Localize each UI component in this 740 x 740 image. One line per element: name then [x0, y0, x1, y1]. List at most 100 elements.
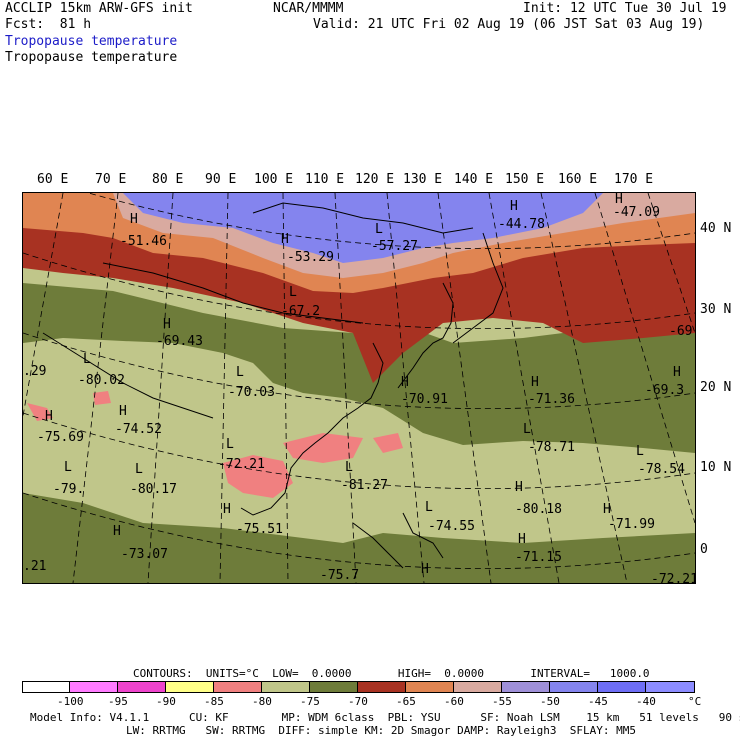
extrema-symbol: H	[673, 365, 681, 380]
center-name: NCAR/MMMM	[273, 1, 344, 16]
pressure-extrema-labels: H -51.46 H -53.29 L -57.27 H -44.78 H -4…	[23, 192, 698, 587]
band-minus80-patch	[223, 455, 293, 498]
contours-info: CONTOURS: UNITS=°C LOW= 0.0000 HIGH= 0.0…	[133, 667, 650, 680]
extrema-value: -51.46	[120, 234, 167, 249]
extrema-symbol: H	[119, 404, 127, 419]
extrema-symbol: H	[603, 502, 611, 517]
colorbar-swatch	[357, 681, 406, 693]
extrema-value: -69.3	[645, 383, 684, 398]
colorbar-swatch	[261, 681, 310, 693]
field-title-secondary: Tropopause temperature	[5, 50, 178, 65]
colorbar-label: -95	[108, 695, 128, 708]
extrema-symbol: H	[163, 317, 171, 332]
extrema-symbol: L	[523, 422, 531, 437]
colorbar-swatch	[309, 681, 358, 693]
colorbar-swatch	[213, 681, 262, 693]
valid-time: Valid: 21 UTC Fri 02 Aug 19 (06 JST Sat …	[313, 17, 705, 32]
map-canvas: H -51.46 H -53.29 L -57.27 H -44.78 H -4…	[0, 172, 698, 587]
band-minus80-patch	[283, 433, 363, 463]
extrema-symbol: H	[615, 193, 623, 207]
extrema-value: -44.78	[498, 217, 545, 232]
extrema-symbol: L	[345, 460, 353, 475]
colorbar-label: -100	[57, 695, 84, 708]
colorbar-swatch	[165, 681, 214, 693]
extrema-value: -70.03	[228, 385, 275, 400]
extrema-symbol: H	[113, 524, 121, 539]
band-minus70-south	[23, 493, 695, 583]
extrema-symbol: H	[421, 562, 429, 577]
lon-label: 60 E	[37, 172, 69, 187]
colorbar-label: -65	[396, 695, 416, 708]
lon-label: 120 E	[355, 172, 395, 187]
lon-label: 160 E	[558, 172, 598, 187]
extrema-value: -69	[669, 324, 692, 339]
colorbar-label: -75	[300, 695, 320, 708]
extrema-value: -74.55	[428, 519, 475, 534]
colorbar-label: -70	[348, 695, 368, 708]
lon-label: 110 E	[305, 172, 345, 187]
colorbar-swatch	[549, 681, 598, 693]
lon-label: 90 E	[205, 172, 237, 187]
extrema-symbol: H	[518, 532, 526, 547]
extrema-value: -71.15	[515, 550, 562, 565]
extrema-value: -80.18	[515, 502, 562, 517]
lat-label: 20 N	[700, 380, 732, 395]
model-info-line2: LW: RRTMG SW: RRTMG DIFF: simple KM: 2D …	[126, 724, 636, 737]
colorbar-label: -85	[204, 695, 224, 708]
band-minus80-patch	[27, 403, 53, 421]
lat-label: 40 N	[700, 221, 732, 236]
lon-label: 170 E	[614, 172, 654, 187]
extrema-value: -47.09	[613, 205, 660, 220]
colorbar-swatch	[117, 681, 166, 693]
lon-label: 100 E	[254, 172, 294, 187]
extrema-value: -70.91	[401, 392, 448, 407]
colorbar-swatch	[453, 681, 502, 693]
extrema-value: -78.71	[528, 440, 575, 455]
extrema-value: -53.29	[287, 250, 334, 265]
band-minus70	[23, 283, 695, 453]
extrema-value: -81.27	[341, 478, 388, 493]
extrema-symbol: H	[281, 232, 289, 247]
lat-label: 30 N	[700, 302, 732, 317]
extrema-value: -69.43	[156, 334, 203, 349]
colorbar-label: -80	[252, 695, 272, 708]
extrema-symbol: L	[636, 444, 644, 459]
field-title-primary: Tropopause temperature	[5, 34, 178, 49]
extrema-symbol: L	[226, 437, 234, 452]
extrema-symbol: H	[515, 480, 523, 495]
extrema-value: .29	[23, 364, 46, 379]
extrema-symbol: L	[375, 222, 383, 237]
extrema-value: -79.	[53, 482, 84, 497]
colorbar-label: -55	[492, 695, 512, 708]
extrema-value: -71.36	[528, 392, 575, 407]
extrema-value: -57.27	[371, 239, 418, 254]
model-info-line1: Model Info: V4.1.1 CU: KF MP: WDM 6class…	[30, 711, 740, 724]
colorbar-label: -40	[636, 695, 656, 708]
lon-label: 150 E	[505, 172, 545, 187]
extrema-symbol: L	[289, 285, 297, 300]
colorbar-label: -60	[444, 695, 464, 708]
band-minus50	[123, 193, 603, 263]
extrema-value: .21	[23, 559, 46, 574]
extrema-value: -74.52	[115, 422, 162, 437]
init-time: Init: 12 UTC Tue 30 Jul 19	[523, 1, 727, 16]
colorbar-label: -90	[156, 695, 176, 708]
extrema-symbol: H	[510, 199, 518, 214]
lon-label: 140 E	[454, 172, 494, 187]
extrema-symbol: H	[130, 212, 138, 227]
lat-label: 10 N	[700, 460, 732, 475]
lon-label: 70 E	[95, 172, 127, 187]
colorbar-swatch	[645, 681, 695, 693]
extrema-symbol: H	[223, 502, 231, 517]
colorbar-swatch	[405, 681, 454, 693]
extrema-symbol: L	[425, 500, 433, 515]
extrema-value: -67.2	[281, 304, 320, 319]
extrema-value: -80.17	[130, 482, 177, 497]
lon-label: 80 E	[152, 172, 184, 187]
extrema-symbol: H	[531, 375, 539, 390]
extrema-symbol: L	[64, 460, 72, 475]
extrema-symbol: H	[401, 375, 409, 390]
extrema-symbol: L	[236, 365, 244, 380]
extrema-value: -75.69	[37, 430, 84, 445]
extrema-symbol: H	[45, 409, 53, 424]
